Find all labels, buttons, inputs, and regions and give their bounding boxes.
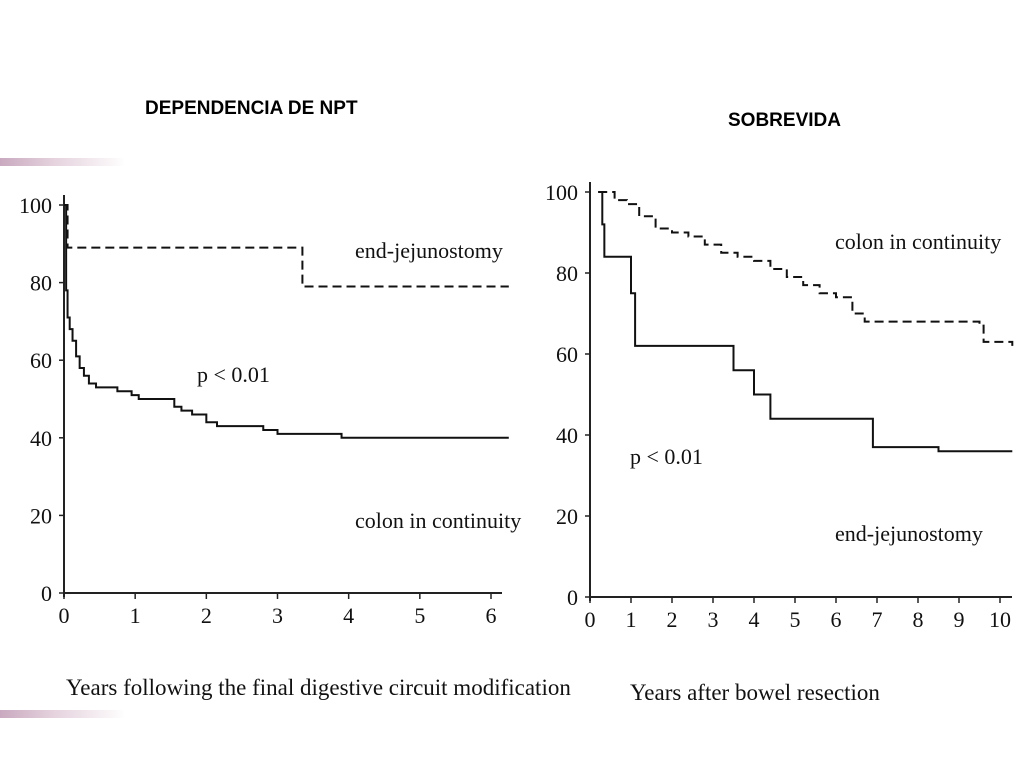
- decorative-bar-bottom: [0, 710, 125, 718]
- series-label: colon in continuity: [355, 508, 521, 533]
- x-axis-title: Years following the final digestive circ…: [66, 675, 571, 700]
- series-label: colon in continuity: [835, 229, 1001, 254]
- x-tick-label: 6: [486, 603, 497, 628]
- y-tick-label: 40: [556, 423, 578, 448]
- y-tick-label: 0: [41, 581, 52, 606]
- x-tick-label: 3: [272, 603, 283, 628]
- y-tick-label: 80: [30, 271, 52, 296]
- y-tick-label: 80: [556, 261, 578, 286]
- slide-title-left: DEPENDENCIA DE NPT: [145, 98, 358, 119]
- x-tick-label: 0: [585, 607, 596, 632]
- x-tick-label: 1: [130, 603, 141, 628]
- series-line-end-jejunostomy: [598, 191, 1013, 453]
- x-tick-label: 1: [626, 607, 637, 632]
- x-tick-label: 5: [790, 607, 801, 632]
- decorative-bar-top: [0, 158, 125, 166]
- y-tick-label: 100: [545, 180, 578, 205]
- series-line-colon-in-continuity: [598, 191, 1014, 346]
- x-tick-label: 7: [872, 607, 883, 632]
- x-tick-label: 5: [414, 603, 425, 628]
- x-axis-title: Years after bowel resection: [630, 680, 880, 705]
- y-tick-label: 60: [30, 348, 52, 373]
- y-tick-label: 0: [567, 585, 578, 610]
- x-tick-label: 8: [913, 607, 924, 632]
- y-tick-label: 20: [30, 503, 52, 528]
- x-tick-label: 10: [989, 607, 1011, 632]
- y-tick-label: 60: [556, 342, 578, 367]
- series-label: end-jejunostomy: [835, 521, 983, 546]
- x-tick-label: 2: [201, 603, 212, 628]
- x-tick-label: 9: [954, 607, 965, 632]
- series-label: end-jejunostomy: [355, 238, 503, 263]
- y-tick-label: 40: [30, 426, 52, 451]
- y-tick-label: 20: [556, 504, 578, 529]
- y-tick-label: 100: [19, 193, 52, 218]
- slide-title-right: SOBREVIDA: [728, 110, 841, 131]
- x-tick-label: 4: [343, 603, 354, 628]
- p-value-annotation: p < 0.01: [630, 444, 703, 469]
- x-tick-label: 2: [667, 607, 678, 632]
- series-line-colon-in-continuity: [64, 204, 509, 439]
- x-tick-label: 0: [59, 603, 70, 628]
- x-tick-label: 3: [708, 607, 719, 632]
- x-tick-label: 6: [831, 607, 842, 632]
- p-value-annotation: p < 0.01: [197, 362, 270, 387]
- x-tick-label: 4: [749, 607, 760, 632]
